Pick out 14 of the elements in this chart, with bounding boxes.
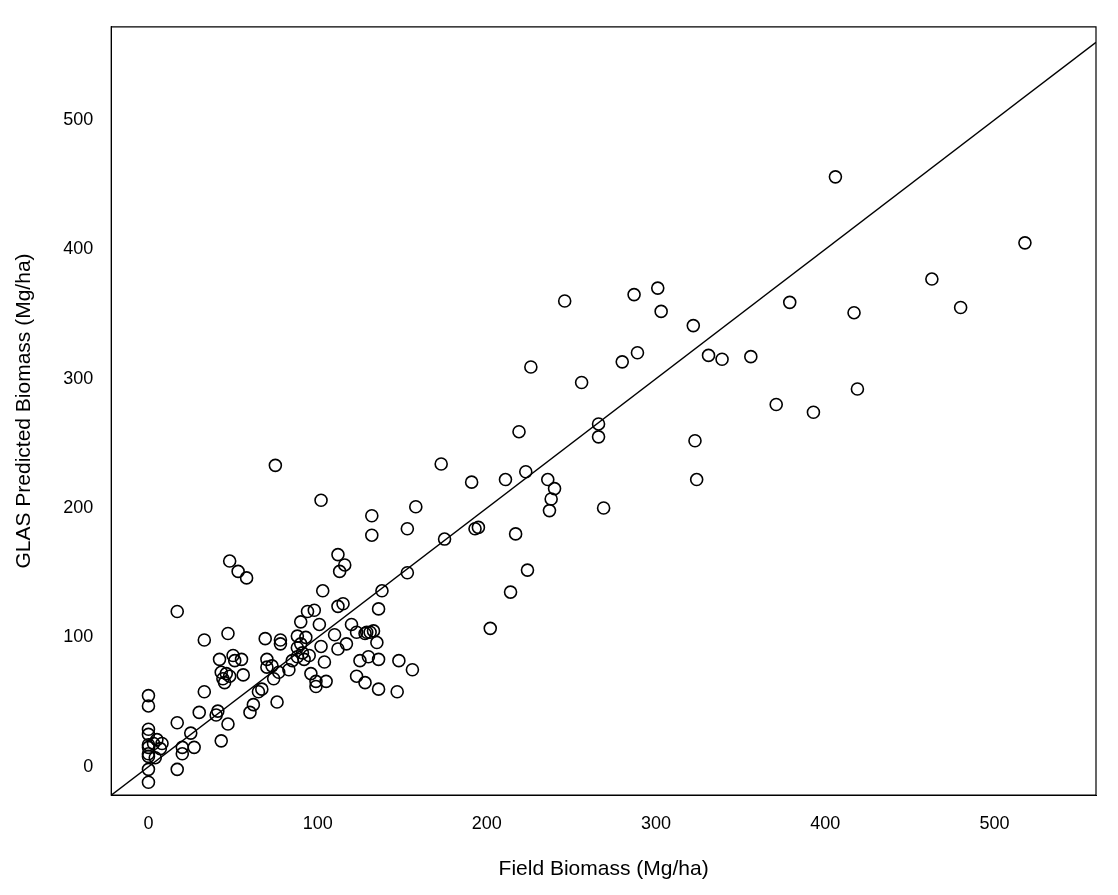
y-tick-label: 500 [63, 108, 94, 129]
x-tick-label: 300 [641, 812, 672, 833]
x-tick-label: 500 [979, 812, 1010, 833]
y-tick-label: 200 [63, 496, 94, 517]
x-tick-label: 100 [302, 812, 333, 833]
y-tick-label: 100 [63, 626, 94, 647]
y-tick-label: 400 [63, 238, 94, 259]
x-tick-label: 200 [471, 812, 502, 833]
x-axis-title: Field Biomass (Mg/ha) [498, 856, 709, 880]
y-axis-title: GLAS Predicted Biomass (Mg/ha) [11, 253, 35, 569]
y-tick-label: 300 [63, 367, 94, 388]
x-tick-label: 0 [143, 812, 154, 833]
y-tick-label: 0 [83, 755, 94, 776]
x-tick-label: 400 [810, 812, 841, 833]
